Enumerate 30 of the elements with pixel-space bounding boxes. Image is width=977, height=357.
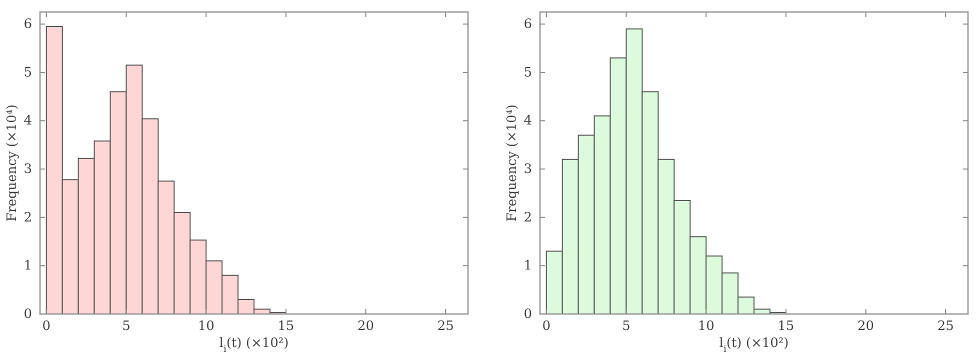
y-tick-label: 5 (24, 65, 32, 80)
x-tick-label: 25 (437, 319, 454, 334)
x-tick-label: 0 (42, 319, 51, 334)
y-tick-label: 1 (524, 258, 532, 274)
y-tick-label: 0 (524, 307, 532, 322)
x-tick-label: 20 (858, 319, 874, 334)
y-tick-label: 2 (524, 210, 532, 226)
x-tick-label: 10 (198, 319, 214, 334)
y-axis-title: Frequency (×10⁴) (5, 104, 20, 222)
y-tick-label: 3 (24, 162, 32, 178)
x-tick-label: 5 (622, 319, 630, 334)
x-tick-label: 15 (278, 319, 294, 334)
y-tick-label: 4 (524, 114, 532, 129)
y-tick-label: 6 (524, 17, 532, 32)
x-axis-title: l$_{i}$(t) (×10²) (719, 336, 789, 355)
y-tick-label: 1 (24, 258, 32, 274)
y-tick-label: 2 (24, 210, 32, 226)
x-tick-label: 10 (698, 319, 714, 334)
y-tick-label: 3 (524, 162, 532, 178)
x-tick-label: 25 (937, 319, 954, 334)
x-axis-title: l$_{i}$(t) (×10²) (219, 336, 289, 355)
x-tick-label: 5 (122, 319, 130, 334)
y-tick-label: 0 (24, 307, 32, 322)
x-tick-label: 20 (358, 319, 374, 334)
x-tick-label: 15 (778, 319, 794, 334)
y-axis-title: Frequency (×10⁴) (505, 104, 520, 222)
y-tick-label: 4 (24, 114, 32, 129)
y-tick-label: 6 (24, 17, 32, 32)
x-tick-label: 0 (542, 319, 551, 334)
y-tick-label: 5 (524, 65, 532, 80)
